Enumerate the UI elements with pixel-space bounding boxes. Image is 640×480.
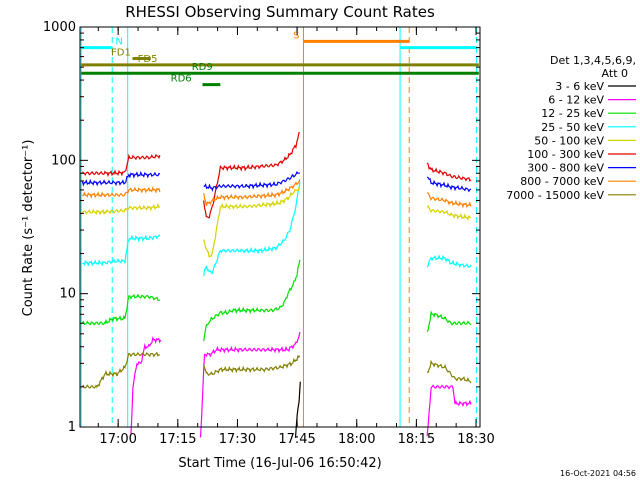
series-6-segment-2: [426, 176, 472, 193]
series-7-segment-2: [427, 192, 472, 209]
series-8-segment-2: [426, 359, 472, 384]
series-2-segment-1: [203, 259, 301, 342]
x-tick-label-3: 17:45: [278, 432, 315, 447]
series-1-segment-0: [130, 336, 162, 436]
x-tick-label-6: 18:30: [457, 432, 494, 447]
series-7-segment-1: [203, 179, 301, 207]
legend-label-6: 300 - 800 keV: [527, 162, 604, 175]
legend-header-line-1: Det 1,3,4,5,6,9,: [550, 54, 636, 67]
series-1-segment-2: [426, 384, 472, 437]
series-3-segment-1: [203, 181, 301, 276]
x-axis-label: Start Time (16-Jul-06 16:50:42): [178, 456, 381, 471]
state-label-rd6: RD6: [171, 74, 192, 85]
legend-label-4: 50 - 100 keV: [534, 134, 604, 147]
series-4-segment-1: [203, 186, 301, 258]
series-3-segment-0: [82, 234, 161, 267]
state-label-rd9: RD9: [192, 62, 213, 73]
series-2-segment-0: [81, 293, 160, 326]
series-5-segment-1: [203, 132, 300, 219]
x-tick-label-1: 17:15: [159, 432, 196, 447]
x-tick-label-2: 17:30: [219, 432, 256, 447]
series-8-segment-0: [82, 351, 160, 389]
x-tick-label-5: 18:15: [398, 432, 435, 447]
series-4-segment-2: [426, 205, 472, 221]
legend-label-3: 25 - 50 keV: [541, 121, 604, 134]
series-layer: [81, 132, 472, 438]
series-0-segment-0: [294, 381, 301, 438]
series-5-segment-2: [426, 162, 472, 182]
series-3-segment-2: [426, 254, 472, 269]
plot-frame: [79, 26, 481, 428]
timestamp: 16-Oct-2021 04:56: [560, 469, 636, 478]
legend-label-0: 3 - 6 keV: [555, 80, 604, 93]
legend-label-5: 100 - 300 keV: [527, 148, 604, 161]
state-label-fd5: FD5: [138, 54, 158, 65]
y-tick-label-3: 1000: [43, 20, 76, 35]
series-5-segment-0: [82, 153, 161, 178]
legend-header-line-2: Att 0: [602, 67, 628, 80]
y-tick-label-1: 10: [59, 287, 76, 302]
axes-ticks-layer: 17:00 17:15 17:30 17:45 18:00 18:15 18:30 1 10 10…: [43, 20, 495, 447]
legend-label-2: 12 - 25 keV: [541, 107, 604, 120]
legend-label-8: 7000 - 15000 keV: [506, 189, 604, 202]
series-6-segment-0: [81, 170, 161, 187]
x-tick-label-0: 17:00: [99, 432, 136, 447]
legend-label-7: 800 - 7000 keV: [520, 175, 604, 188]
state-label-fd1: FD1: [111, 48, 131, 59]
series-1-segment-1: [199, 331, 301, 438]
x-tick-label-4: 18:00: [338, 432, 375, 447]
series-8-segment-1: [203, 355, 301, 376]
series-7-segment-0: [82, 186, 161, 199]
y-axis-label: Count Rate (s⁻¹ detector⁻¹): [21, 140, 36, 317]
legend-label-1: 6 - 12 keV: [548, 94, 604, 107]
state-label-s: S: [293, 30, 299, 41]
state-label-n: N: [115, 37, 122, 48]
y-tick-label-0: 1: [68, 420, 76, 435]
series-6-segment-1: [203, 170, 301, 193]
chart-title: RHESSI Observing Summary Count Rates: [125, 3, 435, 21]
series-2-segment-2: [426, 310, 472, 333]
series-4-segment-0: [81, 202, 161, 216]
y-tick-label-2: 100: [51, 153, 76, 168]
